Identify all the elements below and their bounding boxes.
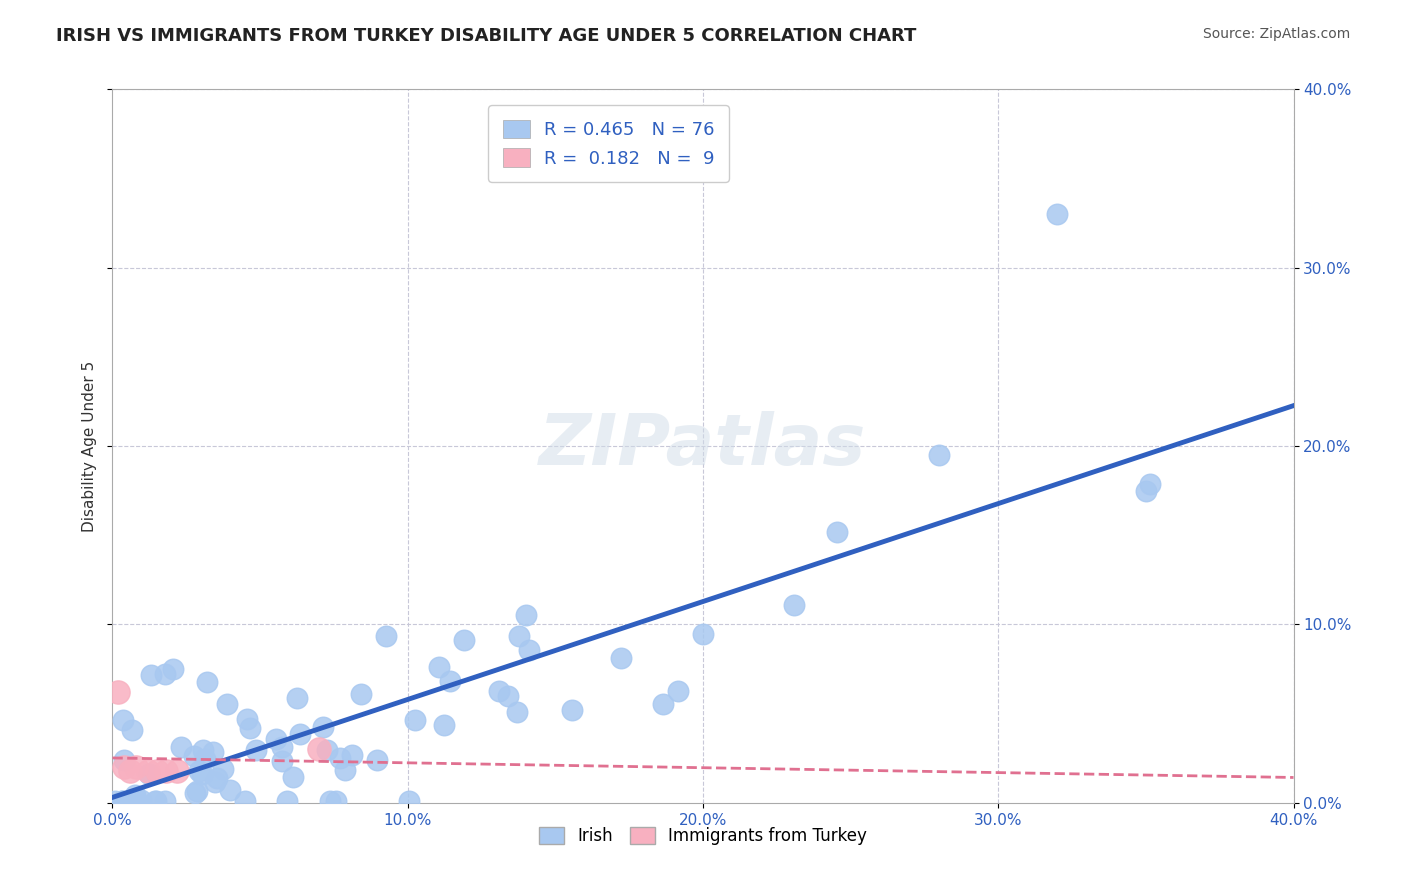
Point [271, 740, 294, 755]
Point [288, 726, 311, 740]
Point [508, 628, 530, 642]
Point [239, 721, 262, 735]
Point [398, 794, 420, 808]
Point [350, 687, 373, 701]
Point [195, 674, 218, 689]
Point [124, 794, 146, 808]
Point [366, 754, 388, 768]
Point [184, 786, 207, 800]
Point [111, 713, 134, 727]
Point [496, 690, 519, 704]
Point [121, 723, 143, 737]
Point [783, 598, 806, 612]
Point [136, 764, 159, 778]
Point [155, 764, 177, 778]
Point [692, 627, 714, 641]
Point [1046, 207, 1069, 221]
Point [111, 794, 134, 808]
Point [652, 697, 675, 711]
Point [205, 771, 228, 785]
Point [453, 633, 475, 648]
Point [825, 524, 848, 539]
Point [204, 775, 226, 789]
Point [145, 794, 167, 808]
Point [325, 794, 347, 808]
Point [193, 743, 215, 757]
Point [404, 713, 426, 727]
Point [201, 745, 224, 759]
Point [515, 608, 537, 623]
Point [245, 743, 267, 757]
Point [112, 753, 135, 767]
Point [186, 784, 208, 798]
Point [124, 794, 146, 808]
Point [170, 740, 193, 755]
Y-axis label: Disability Age Under 5: Disability Age Under 5 [82, 360, 97, 532]
Point [374, 629, 396, 643]
Point [439, 673, 461, 688]
Point [120, 764, 142, 778]
Point [111, 794, 134, 808]
Point [194, 751, 217, 765]
Point [233, 794, 256, 808]
Point [146, 764, 169, 778]
Point [138, 767, 160, 781]
Point [488, 683, 510, 698]
Point [162, 662, 184, 676]
Point [517, 643, 540, 657]
Text: Source: ZipAtlas.com: Source: ZipAtlas.com [1202, 27, 1350, 41]
Point [264, 731, 287, 746]
Point [125, 760, 148, 774]
Point [333, 763, 356, 777]
Point [329, 751, 352, 765]
Point [427, 660, 450, 674]
Point [276, 794, 298, 808]
Point [308, 742, 330, 756]
Point [212, 762, 235, 776]
Point [271, 754, 294, 768]
Point [219, 783, 242, 797]
Point [666, 684, 689, 698]
Point [215, 697, 238, 711]
Point [141, 667, 163, 681]
Legend: Irish, Immigrants from Turkey: Irish, Immigrants from Turkey [533, 820, 873, 852]
Point [285, 690, 308, 705]
Point [183, 749, 205, 764]
Point [236, 712, 259, 726]
Point [153, 666, 176, 681]
Point [104, 794, 127, 808]
Point [187, 764, 209, 779]
Point [340, 747, 363, 762]
Point [129, 793, 152, 807]
Point [312, 720, 335, 734]
Point [1135, 483, 1157, 498]
Point [433, 718, 456, 732]
Point [316, 743, 339, 757]
Point [928, 448, 950, 462]
Point [166, 764, 188, 778]
Point [153, 794, 176, 808]
Text: ZIPatlas: ZIPatlas [540, 411, 866, 481]
Point [505, 706, 527, 720]
Point [143, 794, 166, 808]
Point [318, 794, 340, 808]
Point [191, 767, 214, 781]
Point [610, 651, 633, 665]
Point [107, 685, 129, 699]
Point [112, 760, 135, 774]
Point [561, 703, 583, 717]
Point [1139, 476, 1161, 491]
Point [281, 770, 304, 784]
Text: IRISH VS IMMIGRANTS FROM TURKEY DISABILITY AGE UNDER 5 CORRELATION CHART: IRISH VS IMMIGRANTS FROM TURKEY DISABILI… [56, 27, 917, 45]
Point [124, 789, 146, 803]
